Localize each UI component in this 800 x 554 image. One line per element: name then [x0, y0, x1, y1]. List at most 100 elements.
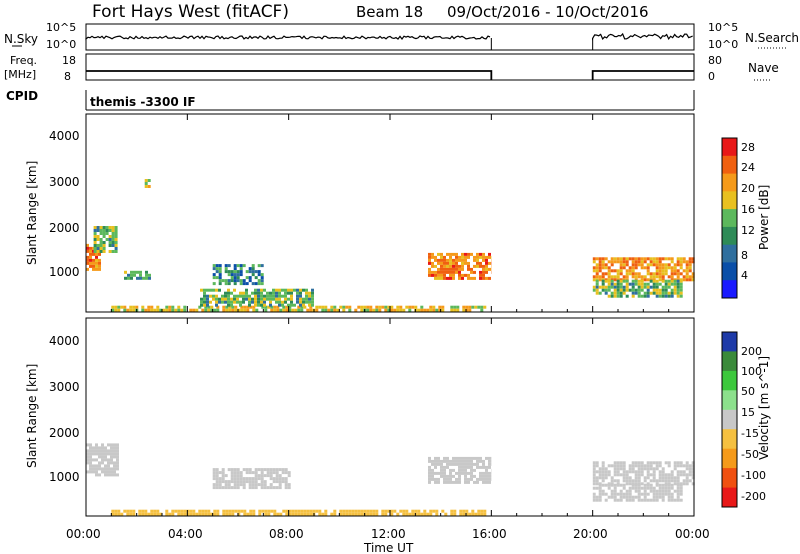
heatmap-cell [227, 486, 231, 490]
heatmap-cell [473, 255, 476, 259]
heatmap-cell [610, 279, 614, 283]
heatmap-cell [177, 305, 181, 309]
heatmap-cell [263, 300, 266, 304]
heatmap-cell [661, 263, 665, 267]
heatmap-cell [455, 264, 458, 268]
heatmap-cell [99, 238, 103, 241]
heatmap-cell [116, 443, 119, 447]
heatmap-cell [637, 492, 641, 496]
heatmap-cell [428, 270, 431, 274]
heatmap-cell [233, 468, 237, 472]
heatmap-cell [333, 512, 337, 516]
heatmap-cell [676, 263, 680, 267]
heatmap-cell [89, 255, 92, 259]
heatmap-cell [245, 276, 249, 280]
heatmap-cell [297, 509, 301, 513]
heatmap-cell [417, 308, 421, 312]
heatmap-cell [254, 303, 257, 307]
heatmap-cell [473, 276, 476, 280]
heatmap-cell [679, 279, 683, 283]
heatmap-cell [429, 512, 433, 516]
heatmap-cell [302, 288, 305, 292]
heatmap-cell [171, 308, 175, 312]
nave-tick-high: 80 [708, 54, 722, 67]
heatmap-cell [655, 288, 659, 292]
heatmap-cell [257, 288, 260, 292]
heatmap-cell [592, 473, 596, 477]
heatmap-cell [634, 263, 638, 267]
heatmap-cell [275, 474, 279, 478]
heatmap-cell [206, 288, 209, 292]
heatmap-cell [468, 308, 472, 312]
heatmap-cell [598, 473, 602, 477]
heatmap-cell [254, 486, 258, 490]
heatmap-cell [245, 270, 249, 274]
heatmap-cell [113, 461, 116, 465]
heatmap-cell [387, 308, 391, 312]
heatmap-cell [284, 297, 287, 301]
heatmap-cell [297, 512, 301, 516]
heatmap-cell [302, 300, 305, 304]
heatmap-cell [688, 473, 692, 477]
heatmap-cell [209, 288, 212, 292]
heatmap-cell [434, 462, 437, 466]
heatmap-cell [105, 226, 109, 229]
heatmap-cell [224, 486, 228, 490]
heatmap-cell [449, 276, 452, 280]
heatmap-cell [479, 471, 482, 475]
heatmap-cell [667, 479, 671, 483]
power-colorbar [721, 137, 738, 299]
heatmap-cell [104, 470, 107, 474]
heatmap-cell [99, 241, 103, 244]
heatmap-cell [240, 509, 244, 513]
heatmap-cell [251, 486, 255, 490]
heatmap-cell [98, 446, 101, 450]
heatmap-cell [610, 275, 614, 279]
heatmap-cell [643, 464, 647, 468]
heatmap-cell [210, 308, 214, 312]
heatmap-cell [258, 509, 262, 513]
heatmap-cell [284, 483, 288, 487]
heatmap-cell [141, 509, 145, 513]
heatmap-cell [297, 305, 301, 309]
heatmap-cell [649, 464, 653, 468]
heatmap-cell [622, 479, 626, 483]
heatmap-cell [206, 300, 209, 304]
vel-cbar-tick-200: 200 [741, 345, 762, 358]
heatmap-cell [637, 495, 641, 499]
heatmap-cell [93, 241, 97, 244]
heatmap-cell [613, 470, 617, 474]
heatmap-cell [488, 459, 491, 463]
heatmap-cell [308, 300, 311, 304]
heatmap-cell [251, 273, 255, 277]
heatmap-cell [640, 461, 644, 465]
heatmap-cell [221, 297, 224, 301]
heatmap-cell [676, 470, 680, 474]
heatmap-cell [658, 288, 662, 292]
heatmap-cell [92, 258, 95, 262]
heatmap-cell [649, 473, 653, 477]
heatmap-cell [204, 512, 208, 516]
heatmap-cell [664, 476, 668, 480]
heatmap-cell [105, 232, 109, 235]
heatmap-cell [455, 471, 458, 475]
heatmap-cell [628, 269, 632, 273]
heatmap-cell [634, 486, 638, 490]
heatmap-cell [239, 282, 243, 286]
heatmap-cell [661, 489, 665, 493]
heatmap-cell [260, 273, 264, 277]
heatmap-cell [622, 473, 626, 477]
heatmap-cell [449, 264, 452, 268]
heatmap-cell [622, 492, 626, 496]
heatmap-cell [86, 267, 89, 271]
heatmap-cell [455, 270, 458, 274]
heatmap-cell [438, 305, 442, 309]
power-ytick-3000: 3000 [49, 175, 80, 189]
heatmap-cell [150, 305, 154, 309]
heatmap-cell [111, 305, 115, 309]
heatmap-cell [269, 471, 273, 475]
heatmap-cell [652, 495, 656, 499]
heatmap-cell [213, 308, 217, 312]
heatmap-cell [315, 509, 319, 513]
heatmap-cell [631, 266, 635, 270]
